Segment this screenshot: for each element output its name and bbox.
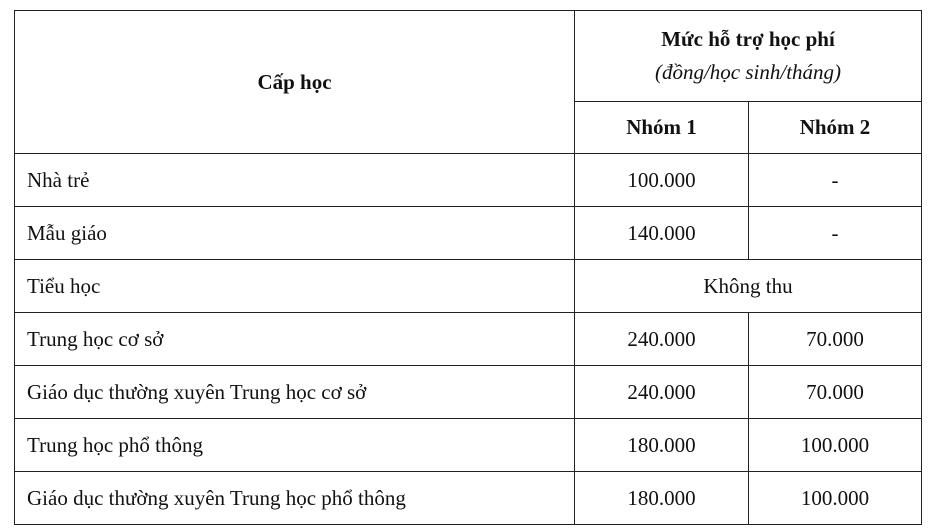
header-support: Mức hỗ trợ học phí (đồng/học sinh/tháng): [573, 10, 923, 102]
level-cell: Giáo dục thường xuyên Trung học cơ sở: [14, 365, 575, 419]
subheader-row: Nhóm 1 Nhóm 2: [15, 101, 923, 154]
group2-cell: -: [747, 153, 923, 207]
group1-cell: 240.000: [574, 312, 749, 366]
table-row: Trung học phổ thông 180.000 100.000: [14, 418, 923, 472]
tuition-support-table: Cấp học Mức hỗ trợ học phí (đồng/học sin…: [14, 10, 923, 525]
table-row: Giáo dục thường xuyên Trung học cơ sở 24…: [14, 365, 923, 419]
group1-cell: 180.000: [574, 471, 749, 525]
group2-cell: 70.000: [747, 365, 923, 419]
header-level: Cấp học: [14, 10, 575, 154]
header-group2: Nhóm 2: [747, 101, 923, 154]
support-title: Mức hỗ trợ học phí: [661, 27, 835, 51]
table-row: Mẫu giáo 140.000 -: [14, 206, 923, 260]
group1-cell: 100.000: [574, 153, 749, 207]
group2-cell: 100.000: [747, 471, 923, 525]
support-unit: (đồng/học sinh/tháng): [654, 60, 842, 84]
level-cell: Trung học cơ sở: [14, 312, 575, 366]
group2-cell: 100.000: [747, 418, 923, 472]
level-cell: Tiểu học: [14, 259, 575, 313]
level-cell: Mẫu giáo: [14, 206, 575, 260]
table-row: Nhà trẻ 100.000 -: [14, 153, 923, 207]
group1-cell: 240.000: [574, 365, 749, 419]
table-row: Tiểu học Không thu: [14, 259, 923, 313]
header-row: Cấp học Mức hỗ trợ học phí (đồng/học sin…: [14, 10, 923, 154]
level-cell: Giáo dục thường xuyên Trung học phổ thôn…: [14, 471, 575, 525]
group2-cell: 70.000: [747, 312, 923, 366]
table-row: Trung học cơ sở 240.000 70.000: [14, 312, 923, 366]
group1-cell: 140.000: [574, 206, 749, 260]
table-row: Giáo dục thường xuyên Trung học phổ thôn…: [14, 471, 923, 525]
level-cell: Nhà trẻ: [14, 153, 575, 207]
merged-cell: Không thu: [573, 259, 923, 313]
header-group1: Nhóm 1: [574, 101, 749, 154]
group2-cell: -: [747, 206, 923, 260]
level-cell: Trung học phổ thông: [14, 418, 575, 472]
group1-cell: 180.000: [574, 418, 749, 472]
